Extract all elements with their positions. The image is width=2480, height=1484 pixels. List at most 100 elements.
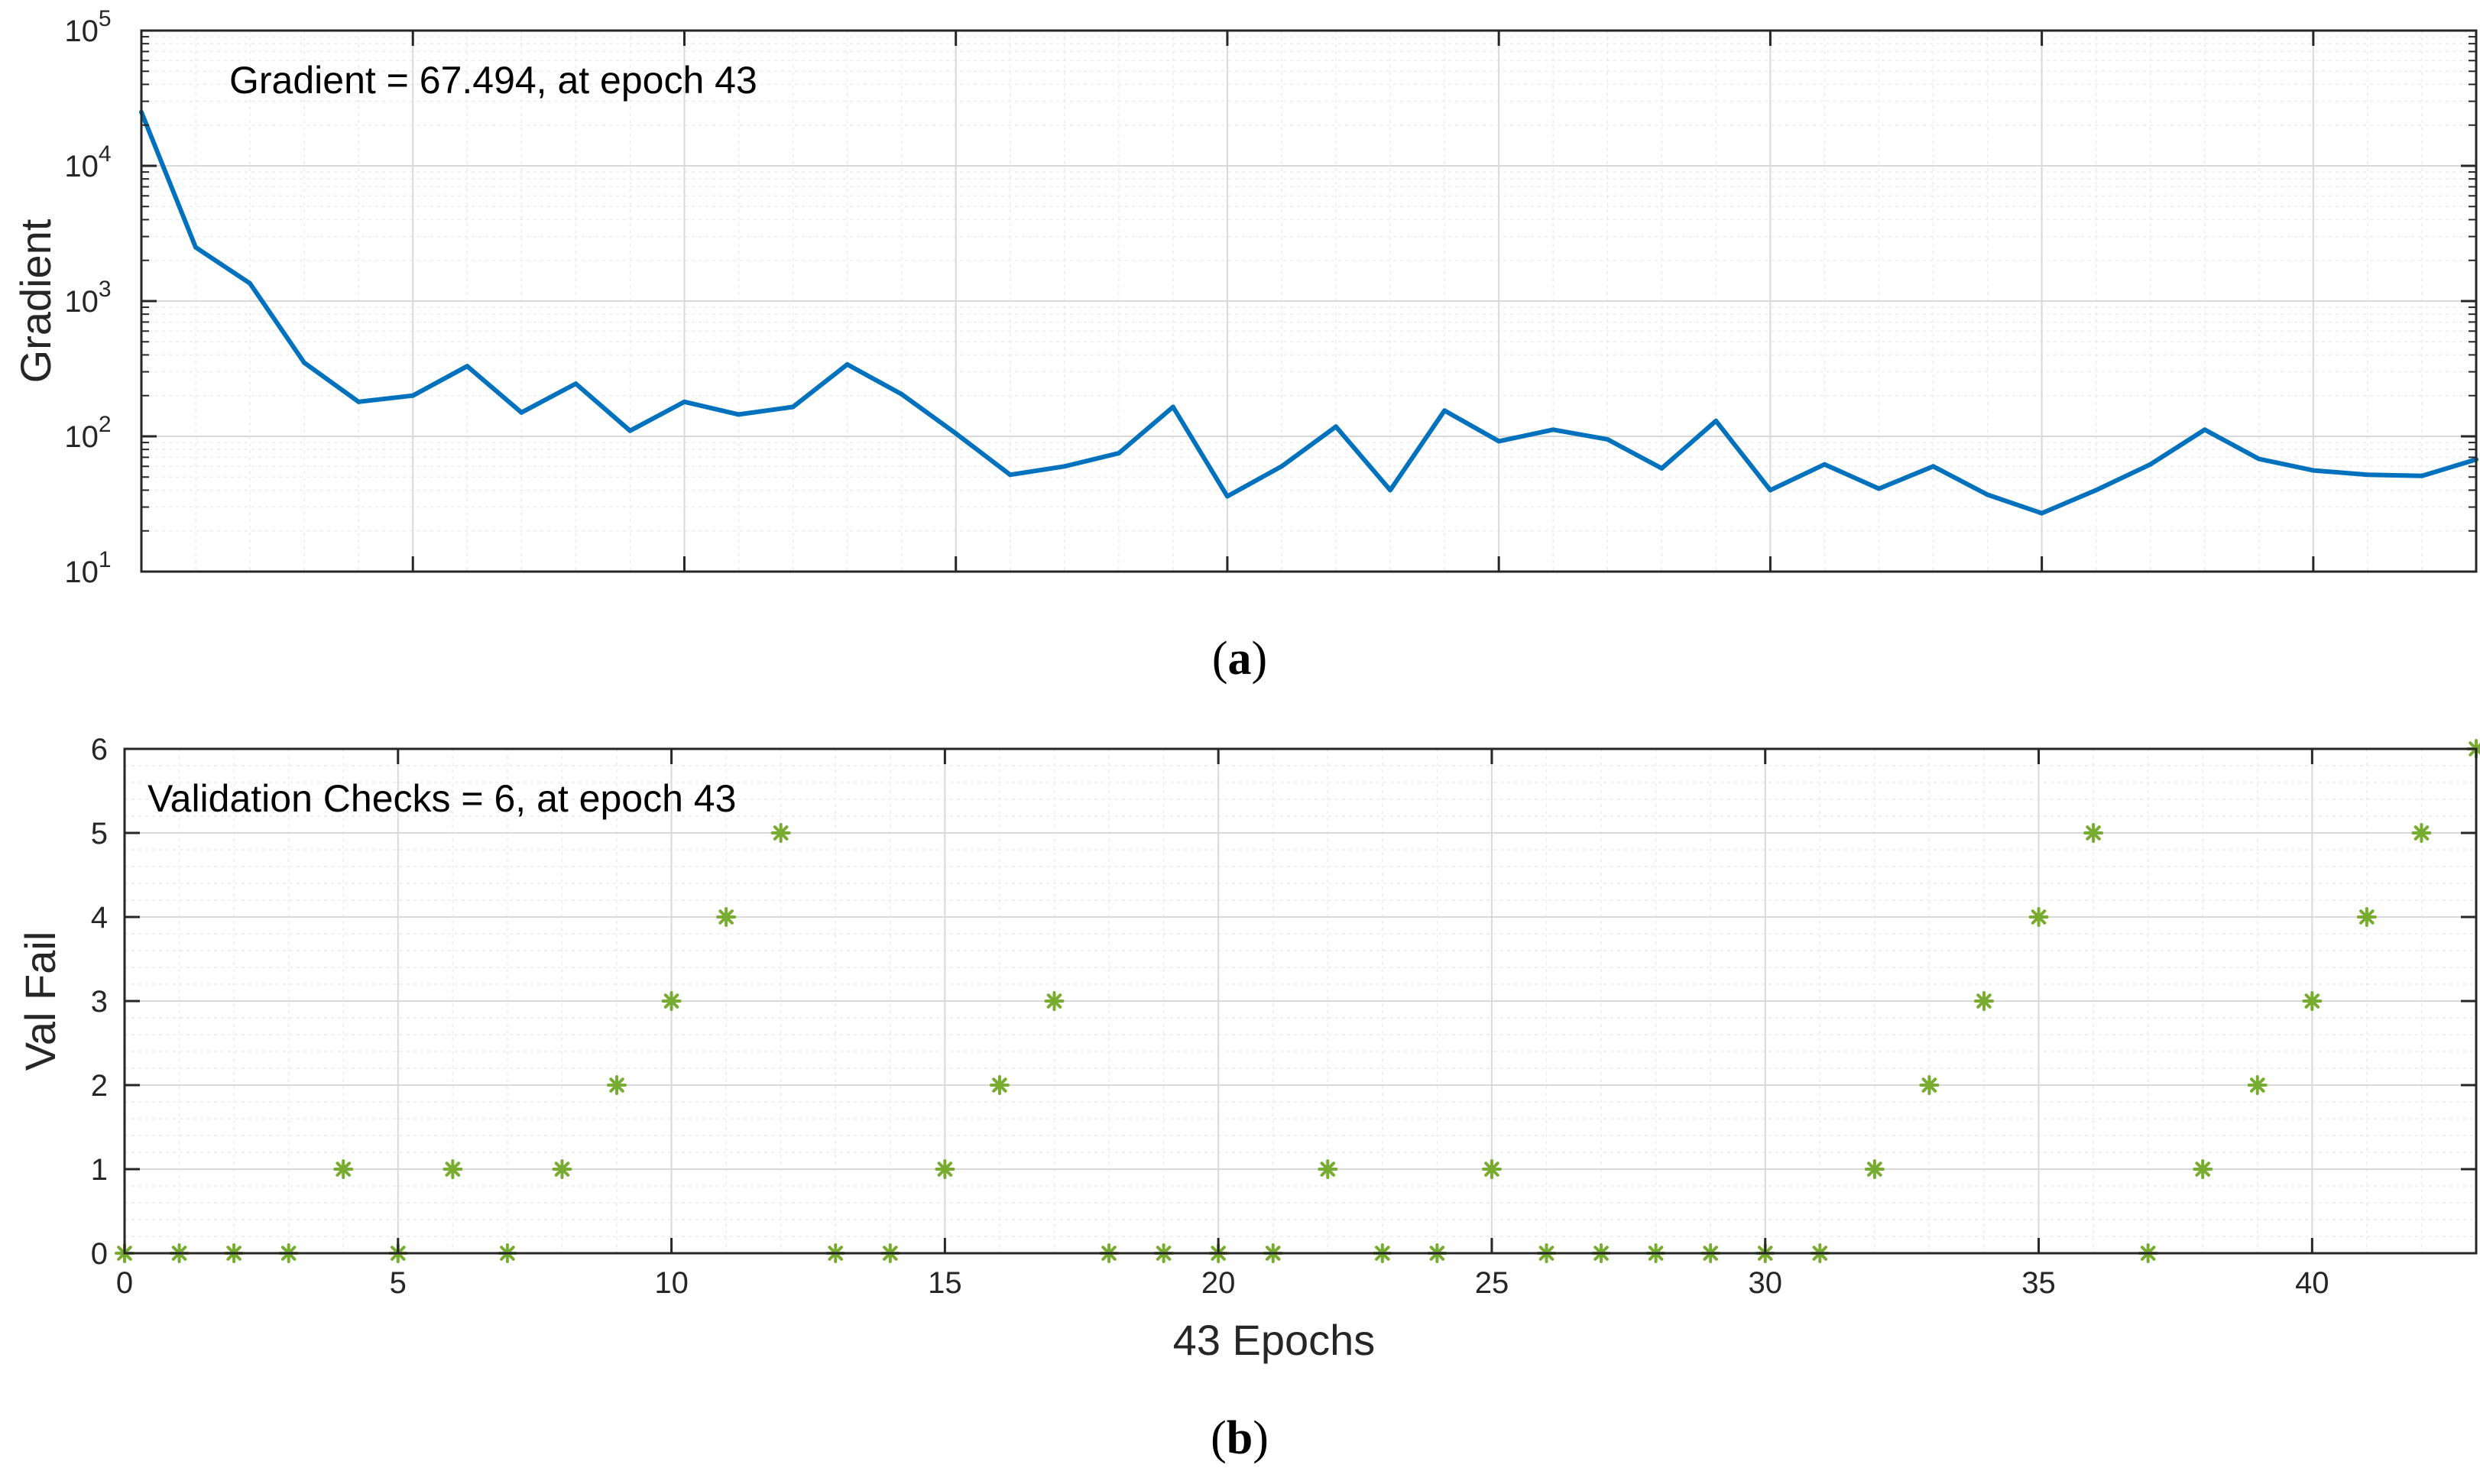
validation-star-marker bbox=[989, 1075, 1010, 1095]
validation-x-tick-label: 30 bbox=[1748, 1266, 1782, 1300]
gradient-data-point bbox=[573, 381, 579, 387]
validation-x-tick-label: 5 bbox=[390, 1266, 407, 1300]
caption-a-letter: a bbox=[1228, 633, 1252, 685]
caption-b-letter: b bbox=[1227, 1412, 1253, 1464]
validation-star-marker bbox=[2411, 823, 2432, 843]
gradient-y-tick-label: 103 bbox=[64, 277, 111, 319]
gradient-y-tick-exponent: 2 bbox=[99, 412, 112, 437]
caption-b: (b) bbox=[1211, 1412, 1269, 1464]
gradient-data-point bbox=[1551, 427, 1556, 433]
validation-y-tick-label: 0 bbox=[91, 1237, 108, 1271]
gradient-y-tick-exponent: 4 bbox=[99, 141, 112, 167]
gradient-ticks bbox=[141, 29, 2476, 573]
validation-x-tick-label: 15 bbox=[928, 1266, 962, 1300]
validation-star-marker bbox=[1864, 1159, 1885, 1179]
gradient-data-point bbox=[2148, 462, 2153, 467]
validation-star-marker bbox=[1481, 1159, 1502, 1179]
gradient-y-tick-base: 10 bbox=[64, 420, 99, 454]
validation-y-tick-label: 4 bbox=[91, 901, 108, 935]
validation-annotation: Validation Checks = 6, at epoch 43 bbox=[148, 777, 736, 820]
gradient-data-point bbox=[1388, 488, 1393, 493]
gradient-data-point bbox=[736, 412, 741, 417]
gradient-data-point bbox=[410, 393, 416, 398]
validation-star-marker bbox=[770, 823, 791, 843]
validation-star-marker bbox=[2302, 991, 2323, 1011]
validation-ticks bbox=[123, 747, 2476, 1255]
gradient-y-tick-exponent: 3 bbox=[99, 277, 112, 302]
gradient-y-tick-base: 10 bbox=[64, 150, 99, 183]
gradient-y-tick-label: 104 bbox=[64, 141, 111, 183]
validation-y-tick-labels: 0 1 2 3 4 5 6 bbox=[91, 733, 108, 1271]
gradient-data-point bbox=[1224, 494, 1230, 499]
gradient-data-point bbox=[1116, 451, 1121, 456]
validation-star-marker bbox=[1919, 1075, 1940, 1095]
gradient-data-point bbox=[1496, 439, 1502, 444]
gradient-data-point bbox=[2093, 488, 2099, 493]
validation-x-tick-label: 35 bbox=[2021, 1266, 2056, 1300]
validation-star-marker bbox=[1973, 991, 1994, 1011]
validation-star-marker bbox=[2193, 1159, 2213, 1179]
gradient-annotation: Gradient = 67.494, at epoch 43 bbox=[229, 59, 757, 102]
gradient-data-point bbox=[627, 428, 633, 433]
gradient-data-point bbox=[1279, 464, 1284, 469]
gradient-y-tick-base: 10 bbox=[64, 556, 99, 589]
gradient-data-point bbox=[1931, 464, 1936, 469]
gradient-marks bbox=[139, 109, 2478, 516]
gradient-data-point bbox=[2039, 510, 2044, 516]
gradient-data-point bbox=[1442, 408, 1447, 413]
validation-y-tick-label: 3 bbox=[91, 985, 108, 1019]
gradient-data-point bbox=[248, 280, 253, 286]
gradient-data-point bbox=[1768, 488, 1773, 493]
validation-y-tick-label: 6 bbox=[91, 733, 108, 766]
validation-star-marker bbox=[2028, 907, 2049, 927]
validation-star-marker bbox=[1044, 991, 1065, 1011]
gradient-data-point bbox=[1659, 465, 1665, 471]
validation-y-tick-label: 2 bbox=[91, 1069, 108, 1103]
gradient-data-point bbox=[193, 245, 199, 250]
gradient-y-tick-label: 101 bbox=[64, 547, 111, 589]
gradient-data-point bbox=[2202, 427, 2207, 433]
gradient-data-point bbox=[844, 361, 850, 367]
gradient-data-point bbox=[1713, 418, 1719, 423]
validation-star-marker bbox=[552, 1159, 572, 1179]
validation-star-marker bbox=[2083, 823, 2104, 843]
validation-star-marker bbox=[661, 991, 682, 1011]
validation-x-tick-label: 0 bbox=[116, 1266, 133, 1300]
gradient-y-tick-base: 10 bbox=[64, 15, 99, 48]
validation-star-marker bbox=[607, 1075, 627, 1095]
gradient-y-tick-label: 102 bbox=[64, 412, 111, 454]
gradient-data-point bbox=[2419, 473, 2424, 478]
validation-y-axis-label: Val Fail bbox=[16, 932, 64, 1071]
gradient-y-axis-label: Gradient bbox=[11, 219, 60, 383]
gradient-data-point bbox=[953, 431, 958, 436]
validation-y-tick-label: 1 bbox=[91, 1153, 108, 1187]
validation-x-tick-label: 25 bbox=[1475, 1266, 1509, 1300]
gradient-data-point bbox=[1605, 436, 1610, 442]
gradient-data-point bbox=[2365, 472, 2370, 478]
gradient-y-tick-exponent: 1 bbox=[99, 547, 112, 572]
gradient-y-tick-exponent: 5 bbox=[99, 6, 112, 31]
validation-x-tick-labels: 0 5 10 15 20 25 30 35 40 bbox=[116, 1266, 2329, 1300]
gradient-y-tick-base: 10 bbox=[64, 285, 99, 319]
gradient-data-point bbox=[2256, 456, 2261, 462]
gradient-series-line bbox=[139, 111, 2477, 516]
gradient-data-point bbox=[302, 360, 307, 365]
gradient-data-point bbox=[682, 399, 687, 404]
validation-star-marker bbox=[2247, 1075, 2268, 1095]
validation-star-marker bbox=[2356, 907, 2377, 927]
validation-panel: 0 5 10 15 20 25 30 35 40 0 1 2 3 4 5 6 Validation Chec… bbox=[16, 733, 2480, 1464]
gradient-data-point bbox=[1985, 492, 1990, 497]
gradient-data-point bbox=[465, 364, 470, 369]
validation-x-tick-label: 40 bbox=[2295, 1266, 2329, 1300]
gradient-data-point bbox=[2310, 468, 2316, 473]
gradient-data-point bbox=[1007, 472, 1013, 478]
validation-y-tick-label: 5 bbox=[91, 817, 108, 851]
validation-star-marker bbox=[443, 1159, 463, 1179]
gradient-data-point bbox=[1822, 462, 1827, 467]
validation-star-marker bbox=[333, 1159, 354, 1179]
gradient-data-point bbox=[1170, 404, 1175, 410]
validation-star-marker bbox=[1318, 1159, 1338, 1179]
